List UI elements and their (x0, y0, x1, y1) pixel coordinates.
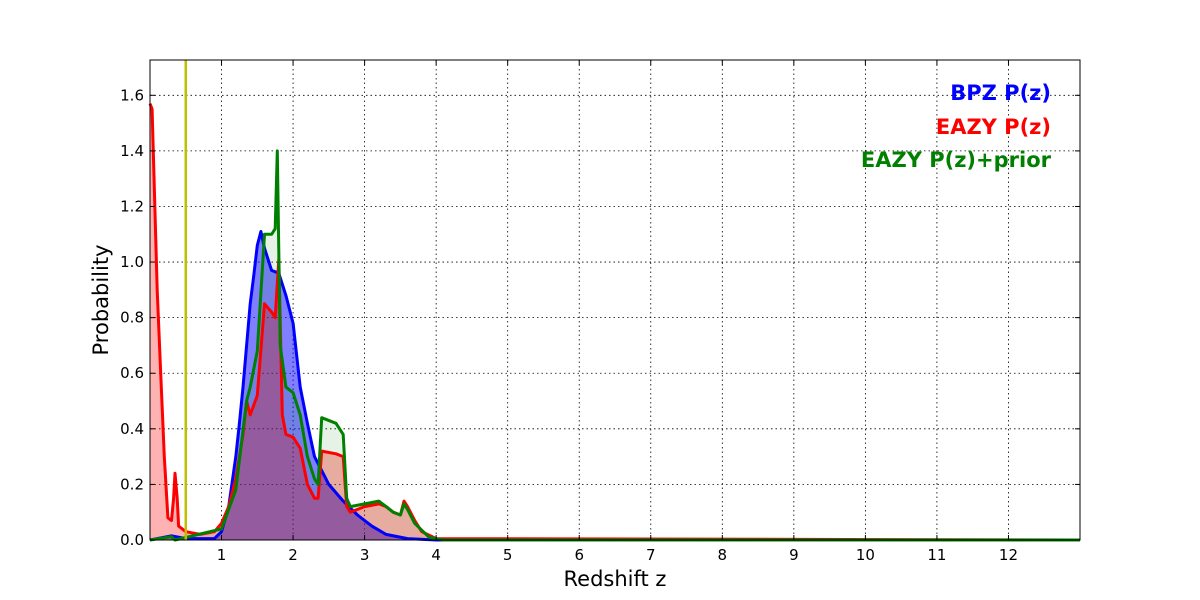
y-tick-label: 1.4 (120, 142, 144, 160)
x-tick-label: 11 (927, 546, 946, 564)
x-tick-label: 12 (999, 546, 1018, 564)
series-fills (150, 103, 1080, 540)
x-tick-label: 9 (789, 546, 799, 564)
y-tick-label: 0.2 (120, 475, 144, 493)
x-tick-label: 8 (718, 546, 728, 564)
axis-ticks: 1 2 3 4 5 6 7 8 9 10 11 120.00.20.40.60.81.01.21.41… (120, 60, 1080, 564)
y-axis-label: Probability (89, 244, 113, 355)
x-tick-label: 6 (574, 546, 584, 564)
x-tick-label: 10 (856, 546, 875, 564)
legend-entry-eazy-prior: EAZY P(z)+prior (861, 148, 1052, 172)
y-tick-label: 0.8 (120, 309, 144, 327)
series-fill-0 (150, 231, 1080, 540)
y-tick-label: 1.2 (120, 197, 144, 215)
x-axis-label: Redshift z (564, 567, 667, 591)
x-tick-label: 3 (360, 546, 370, 564)
series-line-2 (149, 149, 1080, 542)
series-lines (148, 103, 1081, 542)
legend: BPZ P(z) EAZY P(z) EAZY P(z)+prior (861, 81, 1052, 172)
plot-frame (149, 59, 1081, 541)
y-tick-label: 1.6 (120, 86, 144, 104)
legend-entry-bpz: BPZ P(z) (950, 81, 1051, 105)
series-fill-1 (150, 103, 1080, 540)
x-tick-label: 5 (503, 546, 513, 564)
y-tick-label: 0.0 (120, 531, 144, 549)
y-tick-label: 0.4 (120, 420, 144, 438)
y-tick-label: 0.6 (120, 364, 144, 382)
legend-entry-eazy: EAZY P(z) (936, 115, 1051, 139)
x-tick-label: 4 (431, 546, 441, 564)
x-tick-label: 7 (646, 546, 656, 564)
x-tick-label: 1 (217, 546, 227, 564)
y-tick-label: 1.0 (120, 253, 144, 271)
series-fill-2 (150, 150, 1080, 540)
x-tick-label: 2 (288, 546, 298, 564)
